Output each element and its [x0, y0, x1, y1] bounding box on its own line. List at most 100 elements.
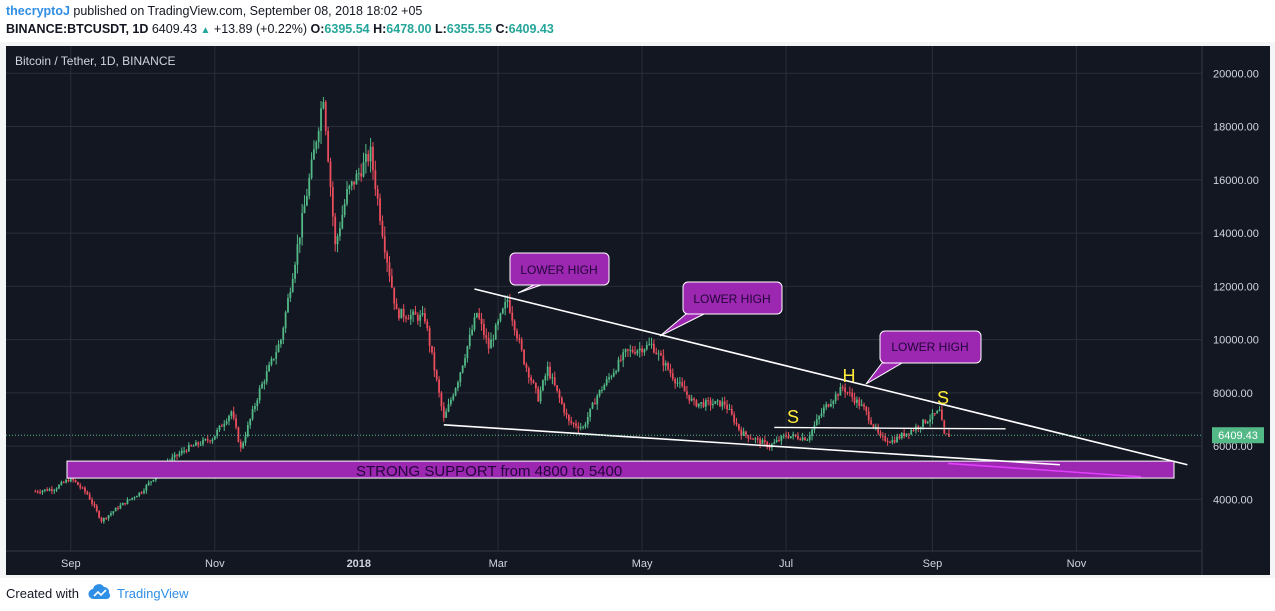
- candle-body: [778, 439, 780, 441]
- author-link[interactable]: thecryptoJ: [6, 4, 70, 18]
- change-arrow-icon: ▲: [200, 25, 211, 36]
- candle-body: [796, 436, 799, 439]
- candle-body: [280, 339, 282, 345]
- candle-body: [192, 445, 195, 447]
- candle-body: [747, 435, 750, 439]
- candle-body: [86, 491, 89, 495]
- candle-body: [329, 161, 332, 187]
- candle-body: [553, 377, 556, 386]
- candle-body: [683, 386, 686, 392]
- candle-body: [128, 499, 131, 501]
- candle-body: [582, 426, 584, 428]
- candle-body: [376, 189, 379, 199]
- candle-body: [261, 383, 263, 389]
- candle-body: [485, 335, 488, 339]
- candle-body: [804, 437, 806, 441]
- candle-body: [256, 400, 259, 407]
- symbol-label: BINANCE:BTCUSDT, 1D: [6, 22, 149, 36]
- candle-body: [818, 416, 821, 420]
- lower-trendline[interactable]: [443, 424, 1060, 466]
- price-change: +13.89 (+0.22%): [213, 22, 308, 36]
- candle-body: [900, 432, 903, 439]
- callout-lower-high-2[interactable]: LOWER HIGH: [659, 281, 783, 337]
- callout-text: LOWER HIGH: [520, 263, 597, 277]
- high-label: H:: [373, 22, 387, 36]
- candle-body: [272, 358, 275, 360]
- time-axis[interactable]: Sep Nov 2018 Mar May Jul Sep Nov: [61, 558, 1087, 570]
- candle-body: [287, 297, 289, 313]
- candle-body: [107, 515, 110, 519]
- candle-body: [860, 404, 863, 406]
- callout-lower-high-3[interactable]: LOWER HIGH: [865, 330, 982, 385]
- candle-body: [216, 429, 219, 436]
- candle-body: [589, 408, 592, 418]
- candle-body: [756, 438, 759, 440]
- candle-body: [726, 404, 728, 410]
- neckline[interactable]: [774, 426, 1006, 430]
- candle-body: [69, 476, 72, 482]
- candle-body: [178, 453, 181, 456]
- candle-body: [492, 339, 495, 341]
- candle-body: [88, 494, 91, 500]
- candle-body: [889, 441, 891, 443]
- support-zone[interactable]: [66, 460, 1175, 479]
- candle-body: [48, 489, 51, 491]
- candle-body: [412, 311, 415, 315]
- candle-body: [473, 317, 476, 330]
- open-label: O:: [310, 22, 325, 36]
- candle-body: [825, 404, 828, 408]
- candle-body: [504, 302, 507, 309]
- candle-body: [723, 401, 726, 405]
- candle-body: [700, 402, 703, 404]
- candle-body: [197, 442, 200, 445]
- candle-body: [322, 101, 325, 109]
- candle-body: [301, 213, 304, 238]
- candle-body: [938, 409, 941, 411]
- candle-body: [917, 426, 920, 429]
- chart-area[interactable]: 4000.00 6000.00 8000.00 10000.00 12000.00 140…: [6, 46, 1270, 575]
- candle-body: [296, 244, 299, 265]
- candle-body: [608, 377, 610, 380]
- candle-body: [483, 323, 485, 336]
- candle-body: [832, 401, 835, 405]
- candle-body: [789, 436, 792, 438]
- candles: [34, 96, 950, 524]
- x-tick-label: Jul: [779, 558, 793, 570]
- candle-body: [605, 379, 608, 385]
- candle-body: [223, 423, 226, 427]
- candlestick-chart[interactable]: 4000.00 6000.00 8000.00 10000.00 12000.00 140…: [6, 46, 1270, 575]
- candle-body: [431, 345, 433, 353]
- tradingview-link[interactable]: TradingView: [117, 586, 189, 601]
- candle-body: [93, 503, 96, 506]
- candle-body: [501, 308, 504, 314]
- candle-body: [117, 507, 119, 509]
- candle-body: [631, 349, 634, 353]
- candle-body: [190, 445, 193, 447]
- candle-body: [745, 431, 747, 436]
- price-axis[interactable]: 4000.00 6000.00 8000.00 10000.00 12000.00 140…: [1213, 68, 1259, 506]
- descending-trendline[interactable]: [474, 288, 1188, 466]
- right-shoulder-label: S: [937, 388, 949, 408]
- candle-body: [402, 308, 405, 318]
- candle-body: [759, 438, 762, 444]
- candle-body: [742, 431, 745, 436]
- candle-body: [407, 318, 410, 320]
- candle-body: [405, 317, 407, 319]
- candle-body: [624, 349, 627, 353]
- candle-body: [853, 397, 856, 403]
- candle-body: [331, 186, 334, 217]
- candle-body: [568, 414, 570, 421]
- candle-body: [820, 413, 823, 417]
- candle-body: [499, 313, 502, 321]
- candle-body: [593, 402, 596, 405]
- candle-body: [933, 413, 936, 415]
- candle-body: [610, 376, 613, 378]
- candle-body: [242, 442, 245, 448]
- candle-body: [721, 401, 724, 407]
- y-tick-label: 18000.00: [1213, 122, 1259, 134]
- last-price: 6409.43: [151, 22, 198, 36]
- candle-body: [575, 423, 577, 427]
- support-pink-line: [947, 462, 1142, 478]
- callout-lower-high-1[interactable]: LOWER HIGH: [509, 252, 610, 294]
- candle-body: [126, 499, 129, 505]
